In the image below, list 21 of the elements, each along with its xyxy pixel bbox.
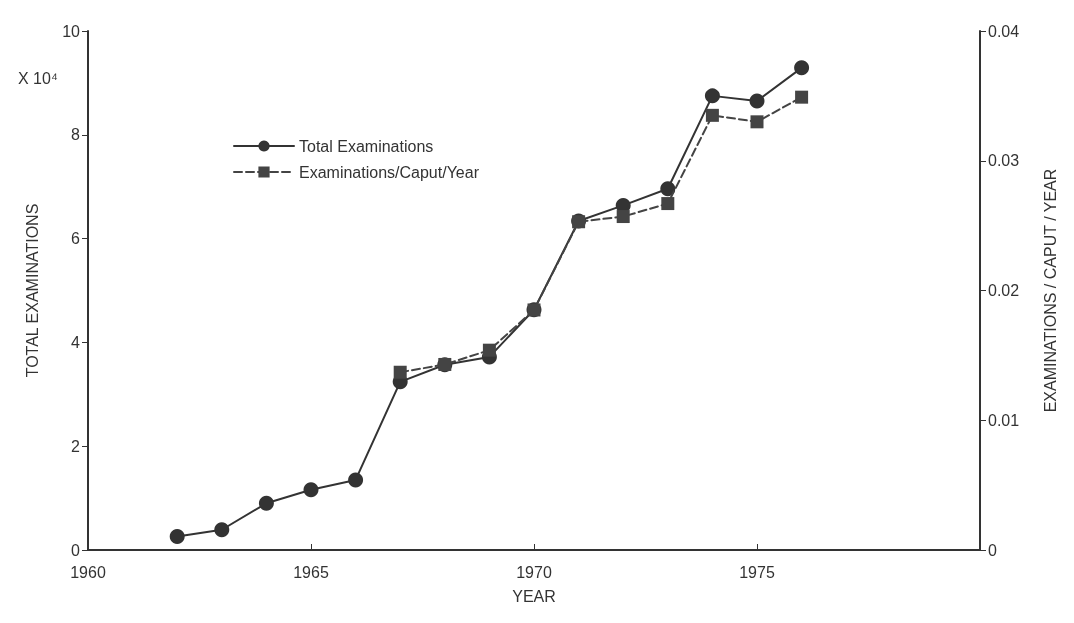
y-tick-label: 4 bbox=[71, 333, 81, 351]
y-tick-label: 10 bbox=[62, 22, 81, 40]
y2-axis-title: EXAMINATIONS / CAPUT / YEAR bbox=[1041, 168, 1059, 413]
y-tick-label: 2 bbox=[71, 437, 81, 455]
y-tick-label: 6 bbox=[71, 230, 81, 248]
text: X 10⁴ bbox=[18, 69, 58, 87]
x-tick-label: 1970 bbox=[516, 563, 552, 581]
x-tick-label: 1965 bbox=[293, 563, 329, 581]
y2-tick-label: 0.03 bbox=[988, 152, 1020, 170]
y2-tick-label: 0.01 bbox=[988, 411, 1020, 429]
x-tick-label: 1960 bbox=[70, 563, 106, 581]
y2-tick-label: 0.02 bbox=[988, 282, 1020, 299]
y2-tick-label: 0.04 bbox=[988, 22, 1020, 40]
x-tick-label: 1975 bbox=[739, 563, 775, 581]
y-tick-label: 8 bbox=[71, 126, 81, 144]
legend-label: Total Examinations bbox=[299, 137, 434, 155]
legend-label: Examinations/Caput/Year bbox=[299, 163, 480, 181]
x-axis-title: YEAR bbox=[512, 587, 556, 605]
y2-tick-label: 0 bbox=[988, 541, 997, 559]
y-axis-title: TOTAL EXAMINATIONS bbox=[23, 203, 41, 378]
y-tick-label: 0 bbox=[71, 541, 81, 559]
